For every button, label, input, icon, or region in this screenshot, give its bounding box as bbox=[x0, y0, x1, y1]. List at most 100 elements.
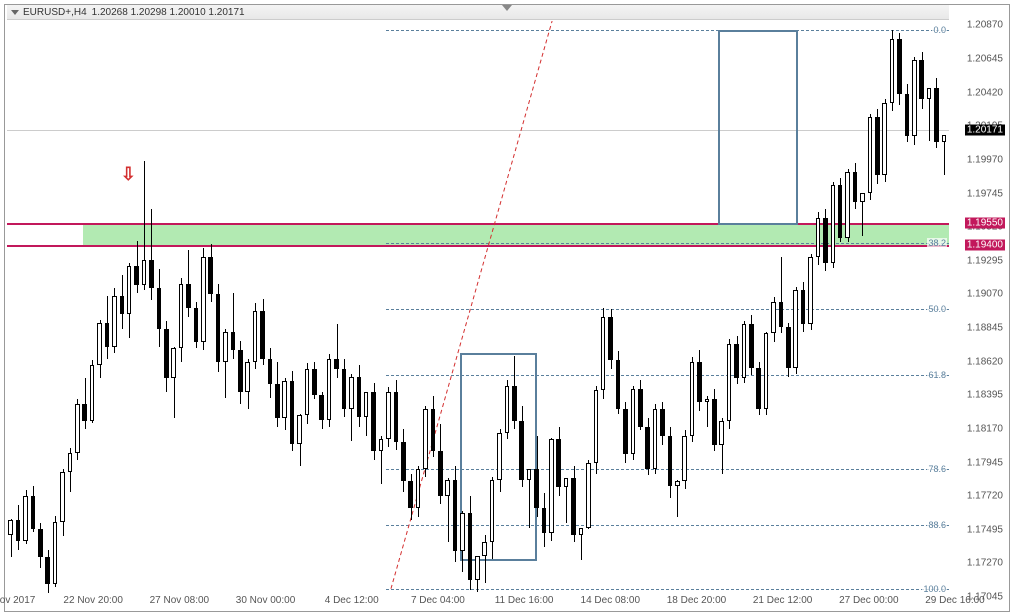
candle-body bbox=[297, 415, 302, 443]
candle-body bbox=[801, 290, 806, 324]
candle-body bbox=[334, 359, 339, 369]
candle-body bbox=[379, 439, 384, 451]
x-tick-label: 14 Dec 08:00 bbox=[581, 595, 641, 606]
candle-body bbox=[371, 392, 376, 452]
price-gridline bbox=[7, 130, 949, 131]
candle-body bbox=[312, 369, 317, 394]
candle-body bbox=[475, 556, 480, 580]
price-chart[interactable]: 0.038.250.061.878.688.6100.0⇩ bbox=[7, 21, 949, 593]
candle-body bbox=[216, 294, 221, 361]
candle-body bbox=[549, 439, 554, 533]
candle-body bbox=[179, 284, 184, 348]
candle-body bbox=[305, 369, 310, 415]
candle-body bbox=[734, 344, 739, 378]
candle-body bbox=[75, 404, 80, 453]
symbol-label: EURUSD+,H4 bbox=[23, 7, 87, 18]
candle-body bbox=[97, 323, 102, 365]
candle-body bbox=[357, 377, 362, 417]
candle-body bbox=[601, 317, 606, 390]
candle-body bbox=[919, 60, 924, 99]
y-tick-label: 1.17945 bbox=[967, 457, 1003, 468]
candle-body bbox=[23, 496, 28, 541]
candle-body bbox=[875, 117, 880, 175]
candle-wick bbox=[337, 324, 338, 378]
candle-body bbox=[68, 453, 73, 472]
x-tick-label: 18 Dec 20:00 bbox=[667, 595, 727, 606]
candle-body bbox=[275, 384, 280, 418]
candle-body bbox=[423, 409, 428, 469]
candle-body bbox=[327, 359, 332, 420]
candle-body bbox=[623, 409, 628, 454]
candle-body bbox=[401, 442, 406, 481]
fib-level-line bbox=[386, 30, 949, 31]
candle-body bbox=[719, 421, 724, 445]
y-tick-label: 1.19070 bbox=[967, 289, 1003, 300]
dropdown-icon[interactable] bbox=[11, 10, 19, 15]
candle-body bbox=[608, 317, 613, 360]
x-tick-label: 7 Dec 04:00 bbox=[411, 595, 465, 606]
candle-body bbox=[638, 389, 643, 428]
candle-body bbox=[897, 39, 902, 94]
candle-body bbox=[542, 508, 547, 533]
candle-body bbox=[460, 513, 465, 552]
candle-body bbox=[868, 117, 873, 193]
candle-body bbox=[468, 513, 473, 580]
candle-body bbox=[793, 290, 798, 368]
x-tick-label: 20 Nov 2017 bbox=[0, 595, 35, 606]
chart-header[interactable]: EURUSD+,H4 1.20268 1.20298 1.20010 1.201… bbox=[7, 5, 949, 20]
candle-body bbox=[386, 392, 391, 440]
candle-body bbox=[675, 481, 680, 485]
candle-body bbox=[579, 528, 584, 535]
y-tick-label: 1.19745 bbox=[967, 188, 1003, 199]
candle-body bbox=[882, 103, 887, 175]
y-tick-label: 1.17720 bbox=[967, 491, 1003, 502]
candle-body bbox=[942, 135, 947, 142]
fib-level-label: 78.6 bbox=[927, 464, 947, 474]
candle-body bbox=[490, 480, 495, 543]
chart-frame: EURUSD+,H4 1.20268 1.20298 1.20010 1.201… bbox=[4, 4, 1010, 612]
fib-level-line bbox=[386, 243, 949, 244]
candle-body bbox=[416, 469, 421, 508]
current-price-label: 1.20171 bbox=[965, 124, 1005, 135]
candle-body bbox=[556, 439, 561, 487]
candle-body bbox=[82, 404, 87, 422]
candle-body bbox=[8, 520, 13, 535]
candle-body bbox=[927, 88, 932, 98]
y-axis: 1.170451.172701.174951.177201.179451.181… bbox=[951, 21, 1007, 593]
candle-body bbox=[394, 392, 399, 443]
candle-body bbox=[364, 392, 369, 417]
candle-body bbox=[208, 257, 213, 294]
y-tick-label: 1.18395 bbox=[967, 390, 1003, 401]
candle-body bbox=[823, 218, 828, 263]
candle-body bbox=[290, 381, 295, 444]
x-axis: 20 Nov 201722 Nov 20:0027 Nov 08:0030 No… bbox=[7, 595, 949, 610]
candle-body bbox=[660, 409, 665, 436]
candle-body bbox=[142, 260, 147, 285]
fib-level-label: 61.8 bbox=[927, 370, 947, 380]
candle-body bbox=[408, 481, 413, 508]
candle-body bbox=[512, 386, 517, 422]
candle-body bbox=[45, 557, 50, 584]
candle-body bbox=[934, 88, 939, 142]
y-tick-label: 1.17270 bbox=[967, 558, 1003, 569]
resistance-line bbox=[7, 245, 949, 247]
candle-body bbox=[112, 296, 117, 347]
x-tick-label: 29 Dec 16:00 bbox=[925, 595, 985, 606]
candle-body bbox=[157, 288, 162, 328]
candle-body bbox=[438, 451, 443, 496]
candle-body bbox=[149, 260, 154, 288]
candle-body bbox=[905, 94, 910, 136]
candle-body bbox=[38, 529, 43, 557]
collapse-icon[interactable] bbox=[502, 5, 512, 11]
y-tick-label: 1.19295 bbox=[967, 255, 1003, 266]
x-tick-label: 21 Dec 12:00 bbox=[753, 595, 813, 606]
candle-body bbox=[194, 308, 199, 342]
candle-body bbox=[831, 185, 836, 263]
candle-body bbox=[764, 333, 769, 409]
candle-body bbox=[564, 478, 569, 487]
candle-body bbox=[164, 329, 169, 378]
candle-body bbox=[445, 480, 450, 496]
candle-body bbox=[786, 327, 791, 367]
candle-body bbox=[527, 469, 532, 479]
candle-body bbox=[853, 172, 858, 202]
